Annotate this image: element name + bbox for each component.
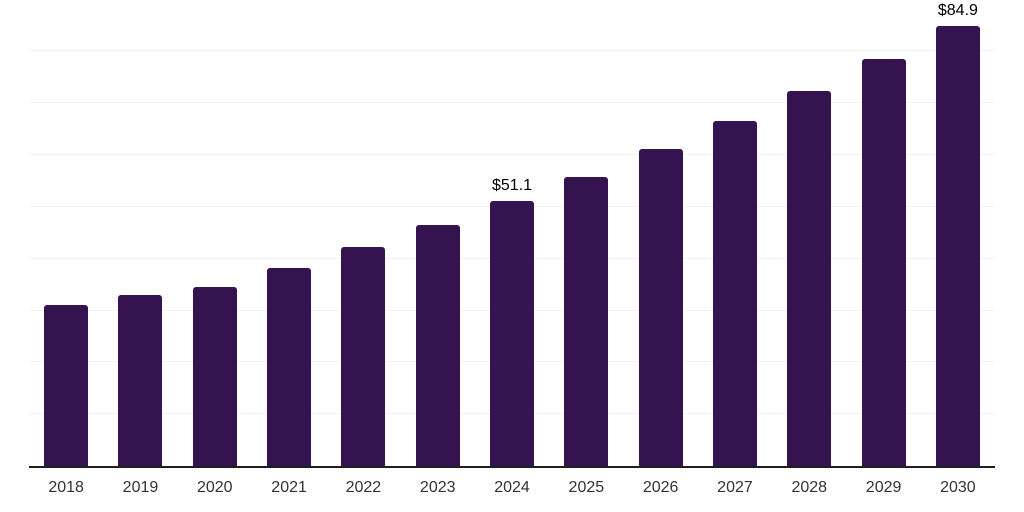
bar-slot-2027 bbox=[698, 0, 772, 466]
bar-slot-2023 bbox=[401, 0, 475, 466]
bar-2027 bbox=[712, 121, 757, 466]
bar-slot-2026 bbox=[624, 0, 698, 466]
bar-2028 bbox=[787, 90, 832, 466]
x-tick-label-2028: 2028 bbox=[791, 479, 828, 496]
plot-area: $51.1 $84.9 bbox=[29, 0, 995, 468]
bars-container: $51.1 $84.9 bbox=[29, 0, 995, 466]
x-tick-label-2022: 2022 bbox=[345, 479, 382, 496]
bar-slot-2028 bbox=[772, 0, 846, 466]
bar-slot-2024: $51.1 bbox=[475, 0, 549, 466]
bar-2020 bbox=[192, 287, 237, 466]
bar-slot-2021 bbox=[252, 0, 326, 466]
bar-slot-2025 bbox=[549, 0, 623, 466]
bar-2023 bbox=[415, 225, 460, 466]
x-tick-label-2029: 2029 bbox=[865, 479, 902, 496]
bar-slot-2022 bbox=[326, 0, 400, 466]
bar-slot-2029 bbox=[846, 0, 920, 466]
x-tick-label-2024: 2024 bbox=[494, 479, 530, 496]
bar-slot-2020 bbox=[178, 0, 252, 466]
x-tick-label-2027: 2027 bbox=[717, 479, 753, 496]
bar-2021 bbox=[267, 267, 312, 466]
data-label-2030: $84.9 bbox=[937, 2, 978, 19]
bar-2018 bbox=[44, 304, 89, 466]
x-tick-label-2030: 2030 bbox=[940, 479, 976, 496]
x-tick-label-2026: 2026 bbox=[642, 479, 679, 496]
x-tick-label-2023: 2023 bbox=[419, 479, 456, 496]
x-axis-labels: 2018 2019 2020 2021 2022 2023 2024 2025 2026 2027… bbox=[29, 468, 995, 497]
bar-slot-2018 bbox=[29, 0, 103, 466]
bar-2029 bbox=[861, 59, 906, 466]
x-tick-label-2018: 2018 bbox=[48, 479, 84, 496]
bar-2024 bbox=[490, 201, 535, 466]
gridline-60 bbox=[29, 154, 995, 156]
bar-2022 bbox=[341, 247, 386, 466]
x-tick-label-2019: 2019 bbox=[122, 479, 159, 496]
x-tick-label-2021: 2021 bbox=[271, 479, 307, 496]
bar-2025 bbox=[564, 177, 609, 466]
x-tick-label-2020: 2020 bbox=[196, 479, 233, 496]
bar-2026 bbox=[638, 149, 683, 466]
gridline-80 bbox=[29, 50, 995, 52]
x-tick-label-2025: 2025 bbox=[568, 479, 605, 496]
bar-slot-2030: $84.9 bbox=[921, 0, 995, 466]
bar-2030 bbox=[935, 26, 980, 466]
data-label-2024: $51.1 bbox=[492, 177, 533, 195]
gridline-70 bbox=[29, 102, 995, 104]
bar-slot-2019 bbox=[103, 0, 177, 466]
bar-2019 bbox=[118, 295, 163, 466]
